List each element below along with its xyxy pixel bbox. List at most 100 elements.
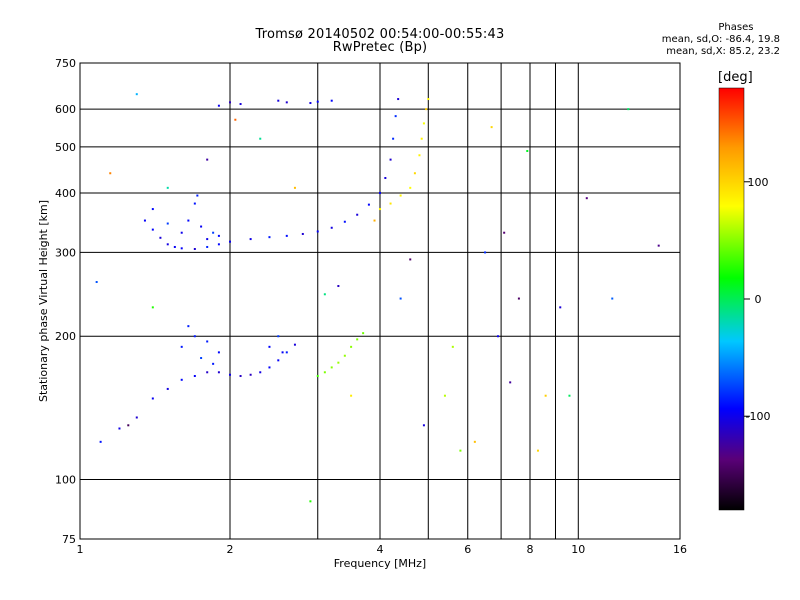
data-point: [206, 340, 209, 343]
data-point: [239, 103, 242, 106]
data-point: [356, 213, 359, 216]
plot-frame: [79, 62, 681, 540]
data-point: [397, 98, 400, 101]
data-point: [193, 335, 196, 338]
data-point: [627, 108, 630, 111]
data-point: [277, 335, 280, 338]
data-point: [330, 99, 333, 102]
data-point: [337, 285, 340, 288]
chart-subtitle: RwPretec (Bp): [332, 40, 428, 55]
data-point: [330, 226, 333, 229]
y-axis-ticks: 75 100 200 300 400 500 600 750: [55, 57, 76, 546]
data-point: [611, 297, 614, 300]
data-point: [392, 137, 395, 140]
data-point: [413, 172, 416, 175]
grid-lines: [80, 63, 680, 539]
x-axis-label: Frequency [MHz]: [334, 557, 426, 570]
data-point: [337, 361, 340, 364]
phase-stats-x: mean, sd,X: 85.2, 23.2: [666, 46, 780, 57]
data-point: [180, 247, 183, 250]
data-point: [151, 306, 154, 309]
data-point: [118, 427, 121, 430]
data-point: [187, 325, 190, 328]
data-point: [135, 416, 138, 419]
data-point: [229, 373, 231, 376]
y-axis-label: Stationary phase Virtual Height [km]: [37, 200, 50, 402]
data-point: [109, 172, 112, 175]
data-point: [443, 394, 446, 397]
x-tick-label: 1: [77, 543, 84, 556]
y-tick-label: 75: [62, 533, 76, 546]
data-point: [180, 378, 183, 381]
colorbar: [718, 87, 745, 511]
data-point: [166, 387, 169, 390]
data-point: [509, 381, 512, 384]
data-point: [249, 373, 252, 376]
data-point: [350, 394, 353, 397]
data-point: [399, 297, 402, 300]
data-point: [143, 219, 146, 222]
colorbar-tick-label: -100: [746, 410, 771, 423]
y-tick-label: 400: [55, 187, 76, 200]
y-tick-label: 100: [55, 474, 76, 487]
data-point: [259, 371, 262, 374]
data-point: [212, 362, 215, 365]
data-point: [309, 500, 312, 503]
data-point: [343, 220, 346, 223]
data-point: [451, 345, 454, 348]
data-point: [316, 375, 319, 378]
data-point: [217, 371, 220, 374]
data-point: [151, 397, 154, 400]
data-point: [301, 232, 304, 235]
colorbar-tick-label: 100: [748, 176, 769, 189]
data-point: [420, 137, 423, 140]
colorbar-ticks: 100 0 -100: [744, 176, 770, 423]
data-point: [536, 449, 539, 452]
data-point: [229, 101, 231, 104]
data-point: [409, 258, 412, 261]
data-point: [166, 222, 169, 225]
data-point: [217, 104, 220, 107]
data-point: [362, 332, 365, 335]
data-point: [127, 424, 130, 427]
data-point: [473, 440, 476, 443]
x-tick-label: 16: [673, 543, 687, 556]
data-point: [409, 186, 412, 189]
data-point: [559, 306, 562, 309]
phase-stats-o: mean, sd,O: -86.4, 19.8: [661, 34, 780, 45]
data-point: [373, 219, 376, 222]
data-point: [206, 158, 209, 161]
data-point: [459, 449, 462, 452]
data-point: [193, 375, 196, 378]
data-point: [323, 293, 326, 296]
data-point: [135, 93, 138, 96]
colorbar-tick-label: 0: [755, 293, 762, 306]
data-point: [217, 243, 220, 246]
x-tick-label: 8: [527, 543, 534, 556]
data-point: [422, 122, 425, 125]
data-point: [427, 98, 430, 101]
data-point: [585, 197, 588, 200]
data-point: [180, 345, 183, 348]
data-point: [268, 345, 271, 348]
data-point: [200, 357, 203, 360]
scatter-points: [95, 93, 660, 503]
data-point: [268, 366, 271, 369]
data-point: [389, 202, 392, 205]
data-point: [200, 225, 203, 228]
data-point: [526, 149, 529, 152]
data-point: [379, 208, 381, 211]
data-point: [281, 351, 284, 354]
data-point: [343, 354, 346, 357]
y-tick-label: 600: [55, 103, 76, 116]
data-point: [568, 394, 571, 397]
data-point: [95, 281, 98, 284]
data-point: [323, 371, 326, 374]
data-point: [249, 238, 252, 241]
data-point: [99, 440, 102, 443]
data-point: [285, 101, 288, 104]
data-point: [367, 203, 370, 206]
data-point: [285, 234, 288, 237]
data-point: [350, 345, 353, 348]
